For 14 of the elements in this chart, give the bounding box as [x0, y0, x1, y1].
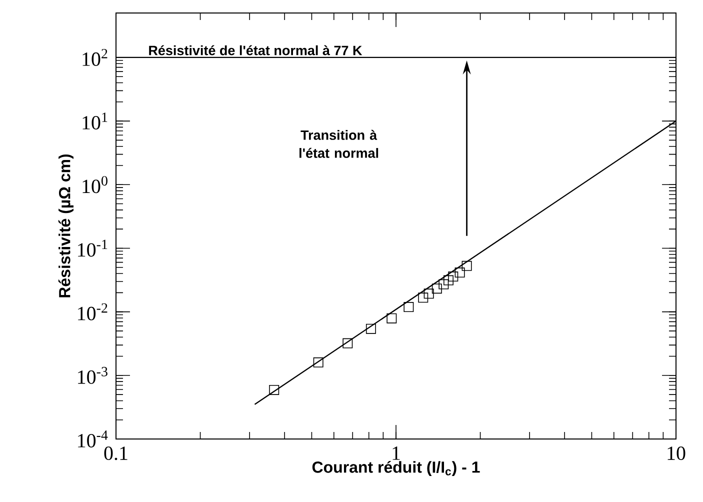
ref-line-label: Résistivité de l'état normal à 77 K [149, 45, 362, 56]
annotation: Transition à l'état normal [299, 130, 378, 158]
y-tick-label: 10$^{-1}$ [78, 240, 108, 257]
y-tick-label: 10$^{-3}$ [78, 366, 108, 384]
y-tick-label: 10$^{2}$ [82, 48, 108, 66]
x-tick-label: 10 [668, 446, 686, 460]
x-tick-label: 1 [392, 446, 400, 460]
y-tick-label: 10$^{-2}$ [78, 303, 108, 320]
x-axis-title: Courant réduit (I/I$_{c}$) - 1 [312, 460, 480, 476]
y-tick-label: 10$^{1}$ [82, 112, 108, 130]
y-axis-title: Résistivité (µΩ cm) [58, 154, 74, 298]
y-tick-label: 10$^{-4}$ [78, 430, 108, 448]
x-tick-label: 0.1 [104, 446, 128, 460]
y-tick-label: 10$^{0}$ [82, 176, 108, 194]
